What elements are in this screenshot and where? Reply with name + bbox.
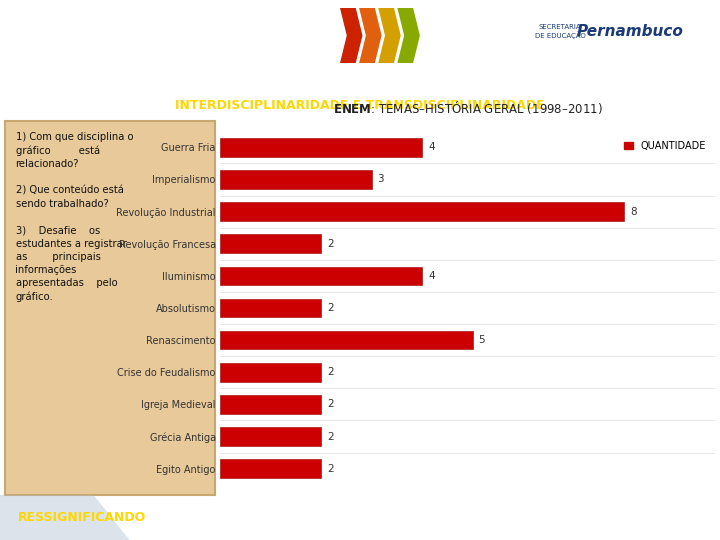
Bar — [220, 202, 624, 221]
Text: 2: 2 — [327, 239, 333, 249]
Text: 2: 2 — [327, 464, 333, 474]
Text: EXPRESSÕES GRÁFICAS: EXPRESSÕES GRÁFICAS — [249, 73, 471, 92]
Text: 4: 4 — [428, 271, 435, 281]
Text: 1) Com que disciplina o
gráfico         está
relacionado?

2) Que conteúdo está
: 1) Com que disciplina o gráfico está rel… — [16, 132, 133, 302]
Title: $\bf{ENEM}$: TEMAS–HISTÓRIA GERAL (1998–2011): $\bf{ENEM}$: TEMAS–HISTÓRIA GERAL (1998–… — [333, 99, 603, 116]
Bar — [220, 234, 321, 253]
Bar — [220, 331, 472, 349]
Text: Imagem: História Digital.: Imagem: História Digital. — [504, 512, 635, 523]
Text: RESSIGNIFICANDO: RESSIGNIFICANDO — [18, 511, 146, 524]
Text: 8: 8 — [630, 207, 636, 217]
Bar — [220, 395, 321, 414]
Polygon shape — [378, 8, 401, 63]
Bar — [220, 267, 422, 285]
Text: 2: 2 — [327, 303, 333, 313]
Polygon shape — [340, 8, 362, 63]
Bar — [220, 170, 372, 189]
Bar — [220, 363, 321, 382]
Bar — [220, 138, 422, 157]
Text: Construções e análise de gráficos e tabelas a partir: Construções e análise de gráficos e tabe… — [104, 35, 374, 46]
Bar — [220, 427, 321, 446]
Text: 29: 29 — [674, 511, 691, 524]
Text: Matemática, 8º ano: Matemática, 8º ano — [171, 15, 308, 28]
Polygon shape — [359, 8, 382, 63]
Text: Pernambuco: Pernambuco — [577, 24, 683, 39]
Bar — [220, 460, 321, 478]
Polygon shape — [0, 495, 130, 540]
Legend: QUANTIDADE: QUANTIDADE — [621, 137, 710, 155]
Text: 4: 4 — [428, 143, 435, 152]
Bar — [220, 299, 321, 318]
Text: 2: 2 — [327, 431, 333, 442]
Text: 2: 2 — [327, 400, 333, 409]
Text: 2: 2 — [327, 367, 333, 377]
Text: INTERDISCIPLINARIDADE E TRANSDISCIPLINARIDADE: INTERDISCIPLINARIDADE E TRANSDISCIPLINAR… — [175, 99, 545, 112]
Text: 3: 3 — [377, 174, 384, 185]
Text: 5: 5 — [479, 335, 485, 345]
Polygon shape — [397, 8, 420, 63]
Text: SECRETARIA
DE EDUCAÇÃO: SECRETARIA DE EDUCAÇÃO — [535, 24, 585, 39]
Text: de situações simples propostas: de situações simples propostas — [157, 53, 321, 63]
